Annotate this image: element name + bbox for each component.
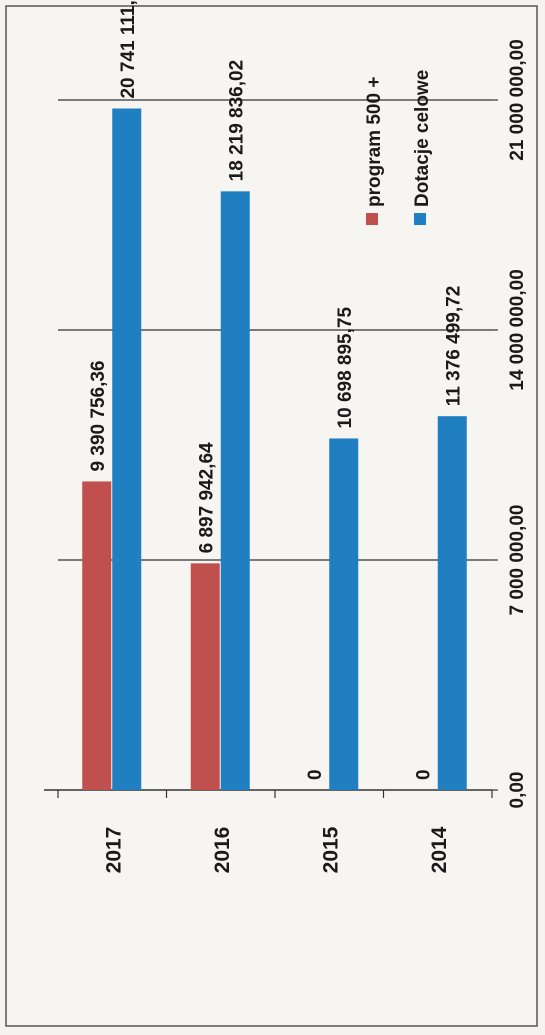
legend: program 500 + Dotacje celowe (364, 70, 433, 225)
bar-dotacje-celowe (112, 108, 142, 790)
data-label: 9 390 756,36 (88, 360, 109, 471)
data-label: 0 (305, 769, 326, 780)
legend-swatch (366, 213, 378, 225)
value-tick-label: 21 000 000,00 (507, 39, 528, 161)
bar-program-500 (190, 563, 220, 790)
bar-program-500 (82, 481, 112, 790)
category-labels: 2017 2016 2015 2014 (102, 826, 451, 873)
value-tick-label: 0,00 (507, 772, 528, 809)
value-tick-label: 14 000 000,00 (507, 269, 528, 391)
legend-swatch (414, 213, 426, 225)
category-label: 2017 (102, 827, 125, 874)
bar-dotacje-celowe (220, 191, 250, 790)
data-label: 0 (413, 769, 434, 780)
data-labels: 9 390 756,36 20 741 111,81 6 897 942,64 18 … (88, 0, 465, 780)
bar-dotacje-celowe (437, 416, 467, 790)
category-label: 2014 (428, 826, 451, 873)
tick-labels: 0,00 7 000 000,00 14 000 000,00 21 000 000,… (507, 39, 528, 808)
bar-dotacje-celowe (329, 438, 359, 790)
legend-label: program 500 + (364, 77, 385, 207)
data-label: 20 741 111,81 (118, 0, 139, 99)
data-label: 10 698 895,75 (335, 307, 356, 429)
data-label: 11 376 499,72 (443, 286, 464, 406)
bars (82, 108, 467, 790)
legend-label: Dotacje celowe (412, 70, 433, 207)
category-label: 2016 (211, 827, 234, 874)
value-tick-label: 7 000 000,00 (507, 505, 528, 616)
category-label: 2015 (319, 826, 342, 873)
data-label: 18 219 836,02 (226, 60, 247, 182)
data-label: 6 897 942,64 (196, 442, 217, 553)
